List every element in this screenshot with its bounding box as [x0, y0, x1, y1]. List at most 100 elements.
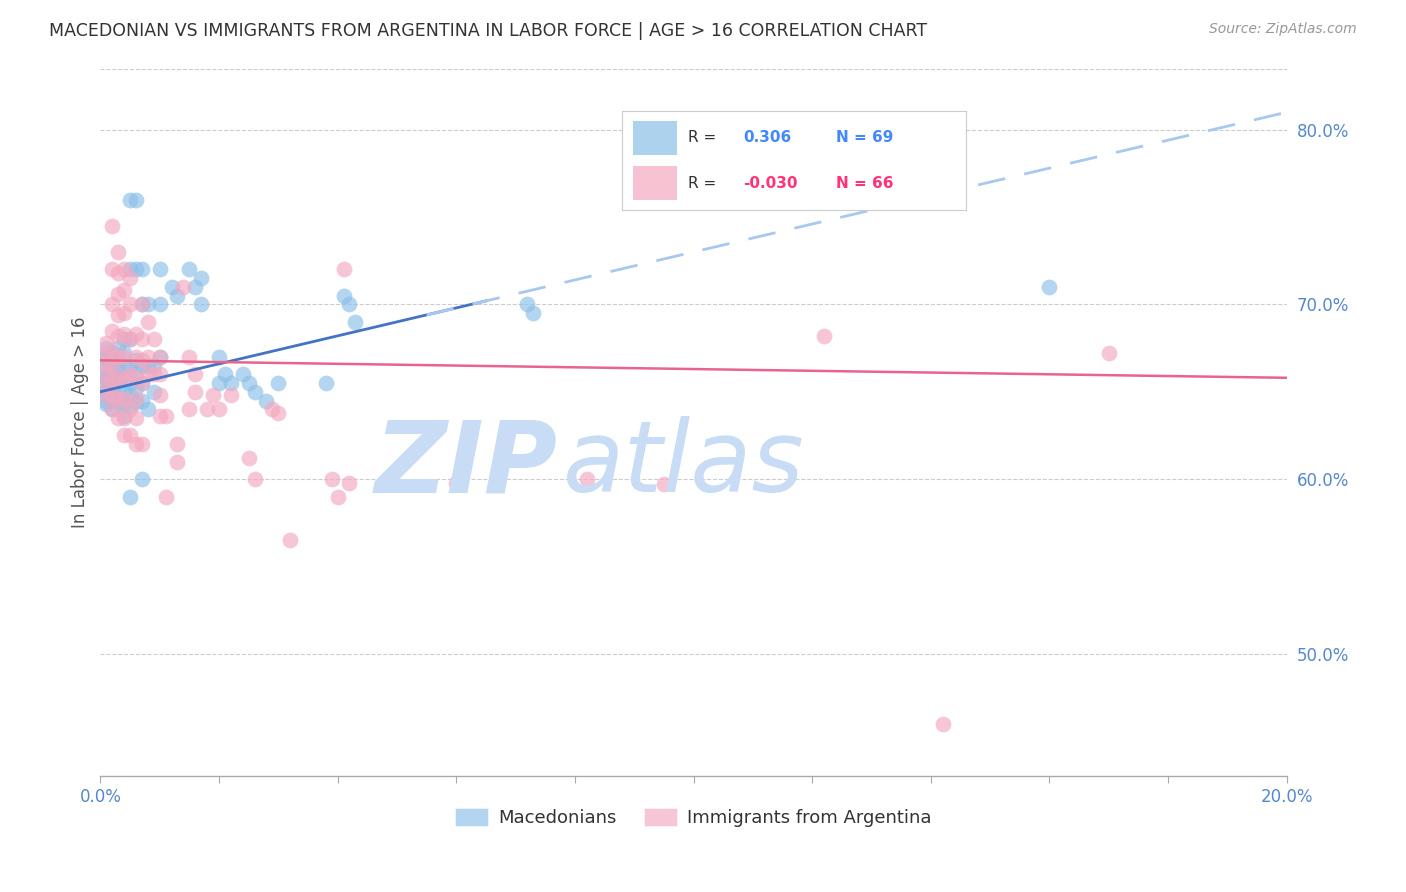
Point	[112, 384, 135, 399]
Point	[214, 368, 236, 382]
Point	[131, 262, 153, 277]
Point	[149, 388, 172, 402]
Point	[107, 353, 129, 368]
Point	[118, 402, 141, 417]
Point	[238, 376, 260, 390]
Point	[107, 384, 129, 399]
Point	[149, 262, 172, 277]
Point	[344, 315, 367, 329]
Point	[96, 341, 118, 355]
Point	[267, 406, 290, 420]
Legend: Macedonians, Immigrants from Argentina: Macedonians, Immigrants from Argentina	[449, 801, 939, 834]
Point	[101, 388, 124, 402]
Point	[131, 297, 153, 311]
Point	[190, 271, 212, 285]
Point	[101, 393, 124, 408]
Point	[142, 332, 165, 346]
Point	[96, 362, 118, 376]
Point	[125, 411, 148, 425]
Point	[125, 368, 148, 382]
Point	[446, 475, 468, 490]
Point	[96, 353, 118, 368]
Point	[101, 368, 124, 382]
Point	[179, 350, 201, 364]
Point	[107, 371, 129, 385]
Point	[118, 359, 141, 373]
Point	[107, 341, 129, 355]
Point	[813, 329, 835, 343]
Point	[118, 297, 141, 311]
Point	[118, 332, 141, 346]
Point	[118, 332, 141, 346]
Point	[96, 368, 118, 382]
Point	[112, 350, 135, 364]
Point	[96, 377, 118, 392]
Point	[136, 368, 159, 382]
Point	[107, 364, 129, 378]
Point	[208, 402, 231, 417]
Point	[96, 388, 118, 402]
Point	[149, 297, 172, 311]
Point	[332, 288, 354, 302]
Point	[516, 297, 538, 311]
Point	[101, 371, 124, 385]
Point	[125, 193, 148, 207]
Point	[262, 402, 284, 417]
Point	[142, 368, 165, 382]
Point	[155, 409, 177, 424]
Point	[96, 384, 118, 399]
Point	[179, 262, 201, 277]
Point	[101, 353, 124, 368]
Point	[195, 402, 218, 417]
Point	[118, 262, 141, 277]
Point	[96, 381, 118, 395]
Point	[243, 472, 266, 486]
Point	[256, 393, 278, 408]
Point	[166, 288, 188, 302]
Point	[172, 280, 194, 294]
Point	[107, 350, 129, 364]
Point	[96, 393, 118, 408]
Point	[118, 368, 141, 382]
Point	[184, 384, 207, 399]
Point	[136, 315, 159, 329]
Point	[155, 490, 177, 504]
Point	[118, 271, 141, 285]
Point	[118, 399, 141, 413]
Point	[112, 346, 135, 360]
Point	[112, 359, 135, 373]
Point	[136, 350, 159, 364]
Point	[142, 359, 165, 373]
Point	[1038, 280, 1060, 294]
Point	[112, 411, 135, 425]
Point	[166, 437, 188, 451]
Point	[101, 402, 124, 417]
Point	[131, 472, 153, 486]
Point	[101, 346, 124, 360]
Point	[208, 350, 231, 364]
Point	[101, 381, 124, 395]
Point	[184, 368, 207, 382]
Point	[96, 350, 118, 364]
Point	[232, 368, 254, 382]
Point	[149, 368, 172, 382]
Point	[339, 475, 361, 490]
Point	[112, 284, 135, 298]
Point	[149, 350, 172, 364]
Point	[125, 327, 148, 342]
Point	[112, 371, 135, 385]
Point	[208, 376, 231, 390]
Point	[179, 402, 201, 417]
Point	[190, 297, 212, 311]
Point	[125, 392, 148, 406]
Point	[125, 262, 148, 277]
Point	[136, 297, 159, 311]
Point	[125, 353, 148, 368]
Point	[101, 402, 124, 417]
Point	[107, 308, 129, 322]
Point	[184, 280, 207, 294]
Point	[112, 332, 135, 346]
Point	[131, 332, 153, 346]
Point	[96, 376, 118, 390]
Point	[96, 357, 118, 371]
